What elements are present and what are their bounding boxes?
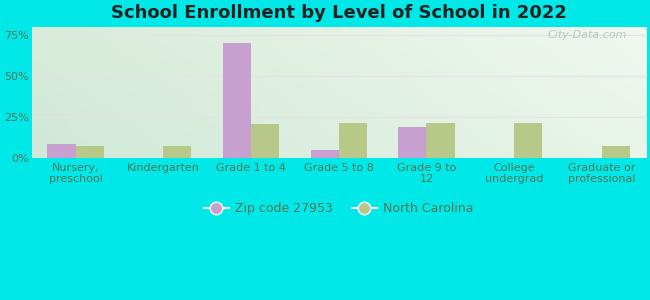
Bar xyxy=(47,144,75,158)
Bar xyxy=(398,127,426,158)
Bar xyxy=(426,123,454,158)
Legend: Zip code 27953, North Carolina: Zip code 27953, North Carolina xyxy=(199,197,478,220)
Bar xyxy=(339,123,367,158)
Text: City-Data.com: City-Data.com xyxy=(548,30,627,40)
Bar xyxy=(163,146,191,158)
Bar xyxy=(251,124,279,158)
Title: School Enrollment by Level of School in 2022: School Enrollment by Level of School in … xyxy=(111,4,567,22)
Bar xyxy=(311,150,339,158)
Bar xyxy=(602,146,630,158)
Bar xyxy=(223,43,251,158)
Bar xyxy=(514,123,542,158)
Bar xyxy=(75,146,103,158)
